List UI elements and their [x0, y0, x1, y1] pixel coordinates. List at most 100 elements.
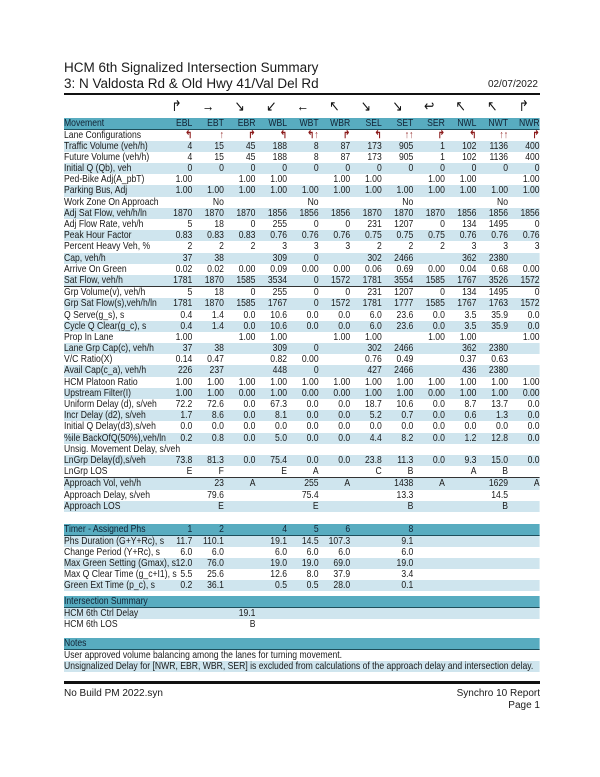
- cell: 0.0: [527, 431, 540, 444]
- cell: 0: [534, 162, 540, 175]
- cell: 8.7: [464, 398, 477, 410]
- cell: 1870: [173, 206, 193, 219]
- cell: [319, 608, 351, 619]
- cell: [476, 547, 508, 558]
- cell: [508, 580, 540, 591]
- cell: 1.00: [301, 375, 319, 388]
- cell: 0.0: [243, 319, 256, 332]
- table-row: Prop In Lane 1.00 1.00 1.00 1.00 1.00 1.00 1.00…: [64, 330, 540, 343]
- cell: A: [249, 477, 256, 490]
- cell: 19.0: [270, 556, 288, 569]
- row-label: V/C Ratio(X): [64, 353, 113, 366]
- cell: 1.00: [238, 184, 256, 197]
- cell: [224, 569, 256, 580]
- cell: [224, 501, 256, 512]
- cell: 67.3: [270, 398, 288, 410]
- cell: 35.9: [491, 308, 509, 321]
- cell: [508, 547, 540, 558]
- cell: 4: [187, 139, 193, 152]
- cell: [287, 608, 319, 619]
- cell: 0: [250, 286, 256, 299]
- cell: 302: [367, 342, 382, 355]
- cell: 1.00: [175, 375, 193, 388]
- cell: 8.1: [275, 409, 288, 422]
- cell: 1: [187, 523, 193, 535]
- approach-row: Approach Vol, veh/h 23 A 255 A 1438 A 1629 A: [64, 477, 540, 490]
- cell: 28.0: [333, 579, 351, 592]
- cell: 0: [219, 162, 224, 175]
- row-label: Timer - Assigned Phs: [64, 523, 146, 535]
- cell: 0.00: [301, 386, 319, 399]
- cell: 1856: [488, 206, 509, 219]
- cell: 0.2: [180, 579, 193, 592]
- table-row: Adj Sat Flow, veh/h/ln 1870 1870 1870 1856 18…: [64, 206, 540, 219]
- cell: [350, 558, 382, 569]
- cell: 302: [367, 251, 382, 264]
- cell: 1.00: [207, 386, 224, 399]
- cell: 0: [440, 218, 445, 230]
- footer-report-name: Synchro 10 Report: [456, 688, 540, 699]
- cell: B: [407, 465, 414, 478]
- timer-row: Max Q Clear Time (g_c+I1), s 5.5 25.6 12.6 8…: [64, 568, 540, 581]
- table-row: Traffic Volume (veh/h) 4 15 45 188 8 87 173 905 1…: [64, 139, 540, 152]
- cell: 19.0: [301, 556, 319, 569]
- cell: 1.00: [491, 375, 509, 388]
- cell: A: [439, 477, 445, 490]
- cell: 87: [340, 150, 351, 163]
- summary-row: HCM 6th Ctrl Delay 19.1: [64, 607, 540, 619]
- cell: 0.0: [432, 420, 445, 433]
- cell: 1.00: [175, 330, 193, 343]
- cell: [350, 569, 382, 580]
- table-row: Uniform Delay (d), s/veh 72.2 72.6 0.0 67.3 0…: [64, 398, 540, 410]
- cell: 0: [313, 297, 319, 310]
- cell: [413, 501, 445, 512]
- cell: 5: [187, 286, 193, 299]
- cell: [508, 569, 540, 580]
- cell: 6.0: [275, 545, 288, 558]
- cell: 0.0: [527, 398, 540, 410]
- cell: 0: [313, 273, 319, 286]
- movement-arrow-icon: ↘: [360, 98, 372, 115]
- report-date: 02/07/2022: [487, 79, 538, 90]
- cell: 0: [250, 162, 256, 175]
- cell: 0.6: [464, 409, 477, 422]
- row-label: Percent Heavy Veh, %: [64, 240, 151, 253]
- cell: 0.76: [459, 229, 477, 242]
- cell: 0.0: [306, 420, 319, 433]
- cell: [224, 343, 256, 354]
- cell: 23.6: [396, 319, 414, 332]
- cell: B: [502, 465, 509, 478]
- cell: 18.7: [364, 398, 382, 410]
- cell: 1495: [488, 286, 509, 299]
- cell: 1585: [236, 297, 256, 310]
- cell: 5.0: [275, 431, 288, 444]
- cell: 0.0: [243, 308, 256, 321]
- cell: 436: [462, 364, 477, 377]
- cell: 10.6: [396, 398, 414, 410]
- cell: 1856: [520, 206, 540, 219]
- cell: 1136: [489, 150, 509, 163]
- cell: 75.4: [270, 453, 288, 466]
- row-label: Arrive On Green: [64, 262, 127, 275]
- table-row: Grp Volume(v), veh/h 5 18 0 255 0 0 231 1207 0 134…: [64, 286, 540, 299]
- cell: 0.02: [175, 262, 193, 275]
- cell: 1: [440, 150, 445, 163]
- cell: [508, 490, 540, 501]
- cell: 0.0: [243, 398, 256, 410]
- cell: 1.00: [364, 330, 382, 343]
- cell: 0: [440, 162, 445, 175]
- row-label: Lane Grp Cap(c), veh/h: [64, 342, 154, 355]
- cell: 13.3: [396, 488, 414, 501]
- cell: 5.5: [180, 568, 193, 581]
- cell: 0: [313, 364, 319, 377]
- intersection-name: 3: N Valdosta Rd & Old Hwy 41/Val Del Rd: [64, 76, 319, 91]
- cell: 0.76: [270, 229, 288, 242]
- cell: [224, 536, 256, 547]
- cell: [224, 524, 256, 535]
- cell: 0: [313, 286, 319, 299]
- cell: [445, 558, 477, 569]
- cell: 0.0: [306, 308, 319, 321]
- cell: 0.0: [432, 319, 445, 332]
- row-label: Approach Vol, veh/h: [64, 477, 142, 490]
- cell: [413, 466, 445, 477]
